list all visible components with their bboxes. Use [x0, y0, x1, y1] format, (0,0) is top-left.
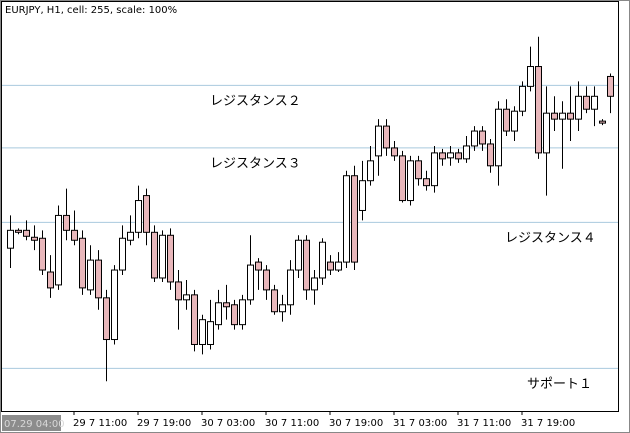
candle-body: [295, 239, 302, 271]
candle-body: [503, 108, 510, 132]
candle-body: [87, 259, 94, 291]
level-label: レジスタンス２: [210, 94, 301, 109]
candle-body: [215, 302, 222, 326]
candle-body: [567, 112, 574, 120]
candle-body: [47, 271, 54, 289]
candle-body: [551, 112, 558, 120]
plot-area: [1, 1, 619, 412]
cursor-label: 07.29 04:00: [4, 419, 65, 430]
candle-body: [271, 289, 278, 313]
candle-body: [303, 239, 310, 291]
cursor-label-bg: [2, 415, 61, 431]
x-tick-label: 31 7 03:00: [393, 418, 447, 429]
candle-body: [439, 152, 446, 160]
candle-body: [319, 241, 326, 279]
x-tick-label: 31 7 19:00: [521, 418, 575, 429]
candle-body: [495, 108, 502, 167]
candle-body: [127, 231, 134, 241]
candle-body: [519, 85, 526, 112]
candle-body: [471, 130, 478, 147]
candle-body: [359, 180, 366, 211]
candle-body: [135, 200, 142, 233]
candle-body: [559, 112, 566, 120]
candle-body: [367, 160, 374, 182]
candle-body: [391, 147, 398, 157]
candle-body: [575, 95, 582, 120]
candle-body: [31, 236, 38, 241]
candle-body: [183, 294, 190, 301]
candle-body: [191, 294, 198, 345]
candle-body: [287, 269, 294, 306]
candle-body: [407, 160, 414, 202]
candle-body: [479, 130, 486, 145]
candle-body: [255, 261, 262, 271]
candle-body: [535, 66, 542, 154]
candle-body: [247, 264, 254, 301]
candle-body: [583, 95, 590, 110]
candle-body: [23, 229, 30, 237]
chart-title: EURJPY, H1, cell: 255, scale: 100%: [5, 5, 177, 16]
candle-body: [447, 152, 454, 159]
level-label: レジスタンス３: [210, 156, 301, 171]
candle-body: [207, 321, 214, 345]
candle-body: [103, 297, 110, 341]
candle-body: [175, 281, 182, 301]
candle-body: [543, 112, 550, 154]
candle-body: [511, 110, 518, 132]
candle-body: [231, 304, 238, 326]
candle-body: [95, 259, 102, 299]
candle-body: [527, 66, 534, 87]
candle-body: [55, 214, 62, 286]
candle-body: [455, 152, 462, 160]
level-label: サポート１: [527, 377, 592, 392]
candle-body: [415, 160, 422, 180]
candle-body: [327, 261, 334, 271]
x-tick-label: 30 7 19:00: [329, 418, 383, 429]
candle-body: [239, 299, 246, 326]
candle-body: [375, 125, 382, 157]
candle-body: [487, 143, 494, 167]
candle-body: [7, 229, 14, 249]
candle-body: [343, 175, 350, 263]
candle-body: [143, 195, 150, 233]
candle-body: [119, 237, 126, 271]
candle-body: [463, 145, 470, 160]
candle-body: [431, 152, 438, 187]
x-tick-label: 31 7 11:00: [457, 418, 511, 429]
candle-body: [591, 95, 598, 110]
x-tick-label: 30 7 11:00: [265, 418, 319, 429]
candle-body: [111, 269, 118, 341]
candle-body: [71, 229, 78, 241]
candle-body: [199, 319, 206, 345]
candle-body: [599, 120, 606, 124]
candle-body: [79, 237, 86, 289]
candle-body: [351, 175, 358, 263]
candle-body: [39, 237, 46, 271]
candle-body: [423, 178, 430, 187]
candle-body: [399, 155, 406, 202]
candle-body: [279, 304, 286, 313]
candle-body: [607, 75, 614, 97]
x-tick-label: 29 7 19:00: [137, 418, 191, 429]
candle-body: [63, 214, 70, 231]
plot: レジスタンス２ レジスタンス３ レジスタンス４ サポート１: [2, 36, 618, 392]
level-label: レジスタンス４: [505, 231, 596, 246]
candle-body: [151, 231, 158, 279]
candle-body: [383, 125, 390, 149]
x-tick-label: 29 7 11:00: [73, 418, 127, 429]
candle-body: [15, 229, 22, 233]
candle-body: [167, 234, 174, 283]
candle-body: [159, 234, 166, 279]
candle-body: [335, 261, 342, 271]
x-tick-label: 30 7 03:00: [201, 418, 255, 429]
candle-body: [311, 277, 318, 291]
candle-body: [263, 269, 270, 291]
candle-body: [223, 302, 230, 308]
